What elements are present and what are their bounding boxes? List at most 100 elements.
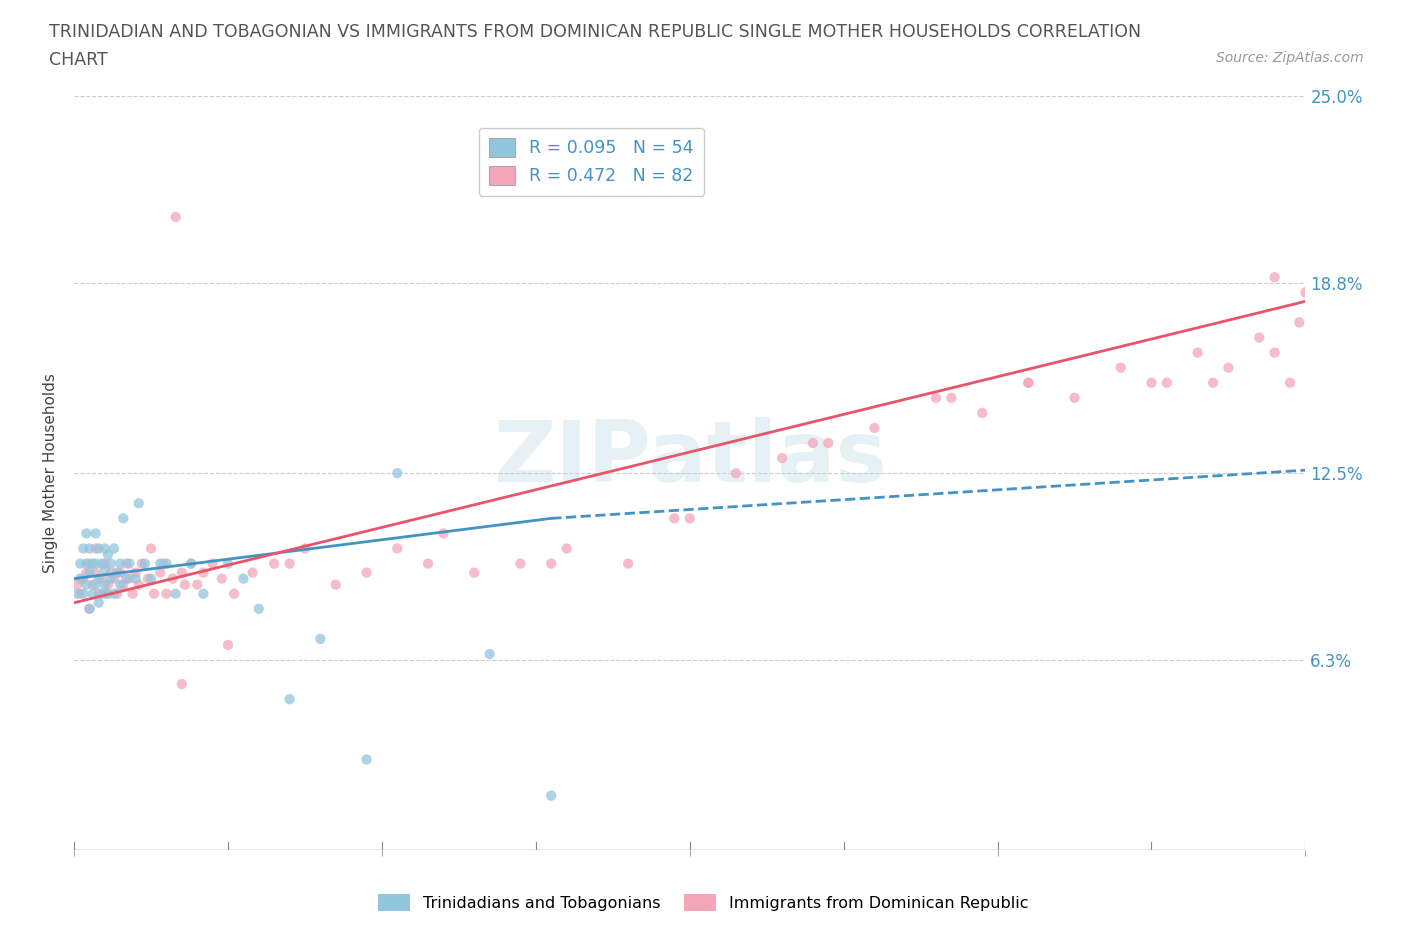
Point [278,692,301,707]
Point [232,571,254,586]
Point [94,541,117,556]
Point [69,556,91,571]
Point [1294,285,1316,299]
Point [309,631,332,646]
Point [1017,376,1039,391]
Point [863,420,886,435]
Point [242,565,264,580]
Point [90,571,112,586]
Point [100,571,122,586]
Point [463,565,485,580]
Point [224,586,246,601]
Point [94,562,117,577]
Point [75,556,97,571]
Point [152,556,174,571]
Point [174,578,197,592]
Y-axis label: Single Mother Households: Single Mother Households [44,373,58,573]
Point [478,646,501,661]
Point [118,556,141,571]
Point [103,586,125,601]
Point [118,571,141,586]
Point [79,602,101,617]
Point [155,556,177,571]
Point [925,391,948,405]
Point [110,565,132,580]
Point [84,565,107,580]
Point [79,556,101,571]
Point [75,565,97,580]
Point [90,586,112,601]
Text: CHART: CHART [49,51,108,69]
Point [1202,376,1225,391]
Point [84,556,107,571]
Point [432,526,454,541]
Point [136,571,159,586]
Point [105,565,128,580]
Point [325,578,347,592]
Point [124,565,146,580]
Point [134,556,156,571]
Point [82,556,104,571]
Point [139,541,162,556]
Point [112,578,135,592]
Point [356,752,378,767]
Point [509,556,531,571]
Point [97,586,120,601]
Point [263,556,285,571]
Point [79,565,101,580]
Point [247,602,270,617]
Point [972,405,994,420]
Point [193,565,215,580]
Point [211,571,233,586]
Point [124,571,146,586]
Point [170,677,193,692]
Point [1187,345,1209,360]
Point [165,586,187,601]
Point [149,556,172,571]
Text: Source: ZipAtlas.com: Source: ZipAtlas.com [1216,51,1364,65]
Point [115,571,138,586]
Point [1063,391,1085,405]
Point [416,556,439,571]
Point [201,556,224,571]
Point [1288,315,1310,330]
Point [770,451,793,466]
Point [131,556,153,571]
Point [217,556,239,571]
Point [1017,376,1039,391]
Point [555,541,578,556]
Point [387,466,409,481]
Point [66,578,89,592]
Point [387,541,409,556]
Point [79,602,101,617]
Point [139,571,162,586]
Point [121,586,143,601]
Point [100,565,122,580]
Point [69,586,91,601]
Point [112,511,135,525]
Point [1140,376,1163,391]
Point [103,571,125,586]
Point [180,556,202,571]
Point [82,586,104,601]
Point [1264,345,1286,360]
Point [87,541,110,556]
Point [72,571,94,586]
Point [278,556,301,571]
Point [75,526,97,541]
Point [1218,360,1240,375]
Point [356,565,378,580]
Point [128,578,150,592]
Legend: Trinidadians and Tobagonians, Immigrants from Dominican Republic: Trinidadians and Tobagonians, Immigrants… [371,888,1035,917]
Point [679,511,702,525]
Point [84,578,107,592]
Point [87,571,110,586]
Point [110,578,132,592]
Point [664,511,686,525]
Point [110,556,132,571]
Text: ZIPatlas: ZIPatlas [494,417,887,499]
Point [103,541,125,556]
Point [115,556,138,571]
Point [66,586,89,601]
Point [94,586,117,601]
